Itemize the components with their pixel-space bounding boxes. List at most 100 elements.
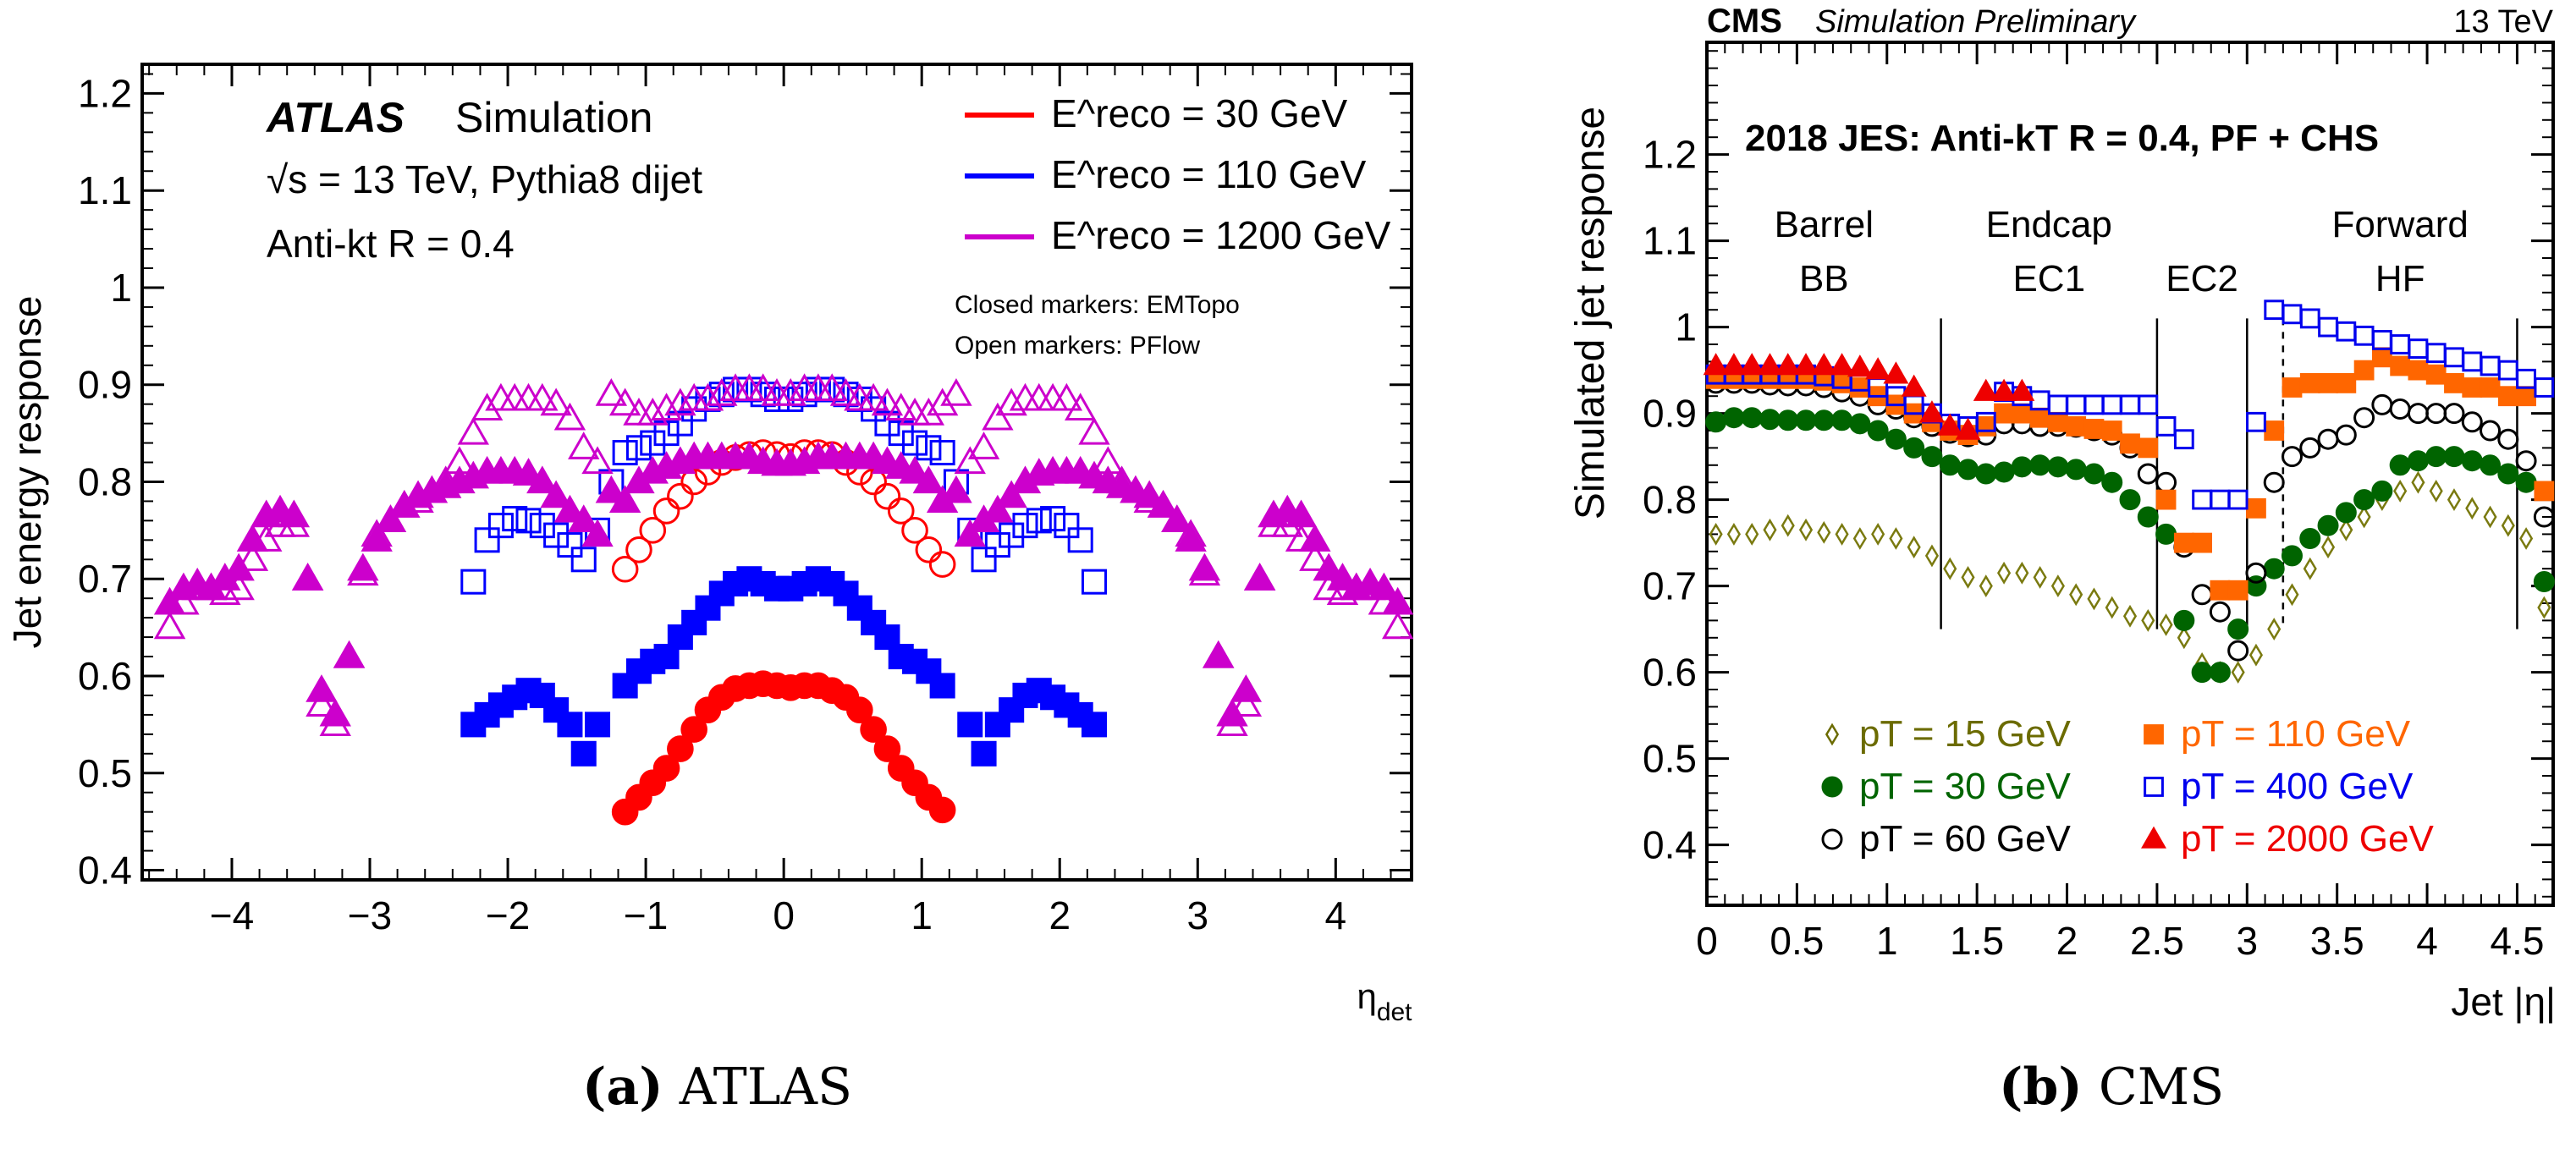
data-point — [1741, 407, 1763, 429]
data-point — [2480, 454, 2502, 476]
data-point — [457, 416, 490, 445]
y-tick-label: 0.8 — [78, 459, 132, 503]
data-point — [1961, 565, 1975, 589]
data-point — [901, 517, 928, 544]
atlas-xlabel-sub: det — [1377, 998, 1412, 1026]
data-point — [928, 796, 956, 824]
data-point — [1354, 572, 1386, 601]
data-point — [1092, 446, 1125, 475]
data-point — [2299, 528, 2321, 549]
data-point — [1993, 461, 2015, 483]
data-point — [1023, 382, 1055, 411]
y-tick-label: 0.7 — [78, 557, 132, 601]
data-point — [2443, 446, 2465, 468]
data-point — [2534, 481, 2555, 502]
y-tick-label: 1 — [1675, 305, 1697, 349]
data-point — [543, 522, 570, 548]
data-point — [2390, 334, 2411, 354]
data-point — [706, 378, 738, 406]
data-point — [209, 577, 241, 606]
data-point — [2390, 355, 2411, 376]
data-point — [2336, 321, 2357, 342]
data-point — [733, 373, 766, 402]
data-point — [1795, 409, 1817, 431]
series-400-gev — [1705, 299, 2555, 510]
legend-label: E^reco = 110 GeV — [1051, 152, 1367, 196]
data-point — [957, 712, 983, 738]
x-tick-label: −1 — [624, 893, 668, 937]
data-point — [2047, 394, 2068, 415]
cms-header-preliminary: Simulation Preliminary — [1815, 4, 2137, 40]
data-point — [1763, 518, 1777, 541]
data-point — [1871, 522, 1885, 546]
data-point — [680, 468, 707, 496]
data-point — [2264, 420, 2285, 441]
data-point — [967, 431, 1000, 459]
data-point — [543, 697, 570, 723]
data-point — [2159, 613, 2173, 636]
data-point — [2407, 450, 2429, 472]
data-point — [2101, 471, 2123, 493]
data-point — [2357, 505, 2371, 529]
data-point — [2462, 351, 2483, 372]
data-point — [1865, 357, 1891, 380]
data-point — [1973, 378, 1999, 401]
data-point — [940, 378, 972, 406]
data-point — [1921, 446, 1943, 468]
data-point — [636, 397, 669, 426]
data-point — [746, 373, 779, 402]
data-point — [2087, 587, 2101, 611]
x-tick-label: 0 — [1696, 919, 1718, 963]
region-sub: HF — [2375, 258, 2425, 299]
data-point — [305, 689, 338, 717]
data-point — [1720, 353, 1747, 376]
data-point — [1326, 577, 1359, 606]
atlas-plot-frame — [140, 63, 1413, 882]
data-point — [2303, 557, 2317, 580]
data-point — [168, 586, 200, 615]
data-point — [2461, 411, 2483, 433]
data-point — [2533, 571, 2555, 592]
data-point — [1745, 522, 1759, 546]
x-tick-label: 3.5 — [2310, 919, 2364, 963]
data-point — [2105, 596, 2119, 619]
data-point — [926, 387, 959, 416]
data-point — [1230, 674, 1263, 702]
data-point — [568, 431, 600, 459]
series-2000-gev — [1703, 353, 2035, 440]
data-point — [2497, 463, 2519, 485]
data-point — [2267, 618, 2282, 641]
data-point — [873, 482, 901, 510]
data-point — [1081, 569, 1108, 595]
data-point — [1759, 409, 1781, 431]
data-point — [2425, 446, 2447, 468]
data-point — [2425, 343, 2447, 364]
data-point — [2155, 471, 2177, 493]
data-point — [595, 475, 628, 503]
atlas-header-energy: √s = 13 TeV, Pythia8 dijet — [267, 157, 702, 201]
data-point — [1885, 428, 1907, 450]
data-point — [2425, 403, 2447, 425]
data-point — [1798, 518, 1814, 541]
data-point — [553, 494, 586, 523]
series-30-gev — [1705, 407, 2555, 684]
data-point — [2497, 386, 2518, 407]
legend-marker — [2144, 724, 2164, 745]
cms-axis-ticks: 0 0.5 1 1.5 2 2.5 3 3.5 4 4.5 0.4 0.5 0.6 0.7 0.8 0.9 1 1… — [1643, 42, 2554, 963]
data-point — [912, 397, 945, 426]
data-point — [1957, 459, 1979, 481]
data-point — [2155, 416, 2177, 437]
data-point — [1723, 407, 1745, 429]
data-point — [2282, 377, 2303, 398]
data-point — [954, 519, 986, 547]
atlas-header-brand: ATLAS — [265, 94, 405, 141]
data-point — [557, 532, 583, 558]
legend-marker — [1821, 828, 1843, 850]
data-point — [2389, 454, 2411, 476]
legend-label: pT = 110 GeV — [2181, 713, 2411, 755]
data-point — [250, 524, 283, 552]
data-point — [2083, 394, 2105, 415]
data-point — [1924, 544, 1940, 568]
data-point — [557, 712, 583, 738]
data-point — [1203, 640, 1235, 668]
